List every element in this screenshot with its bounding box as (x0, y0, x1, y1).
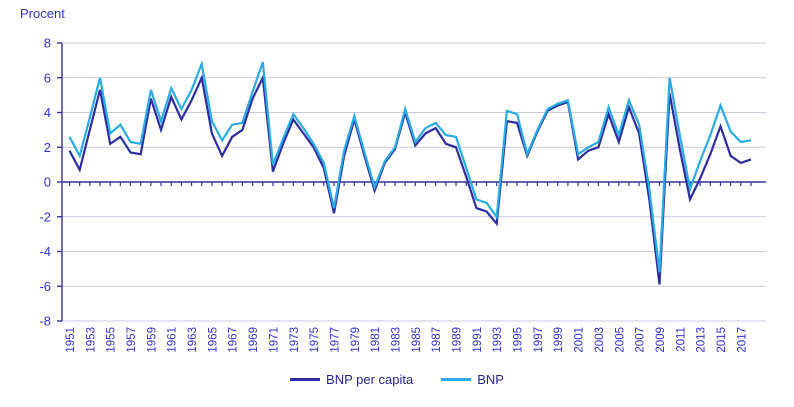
x-tick-label: 1977 (329, 327, 341, 353)
y-tick-label: 0 (44, 175, 51, 190)
x-tick-label: 2013 (696, 327, 708, 353)
y-tick-label: -2 (39, 209, 51, 224)
y-tick-label: -4 (39, 244, 51, 259)
x-tick-label: 2011 (675, 327, 687, 352)
y-tick-label: 4 (44, 105, 51, 120)
x-tick-label: 1951 (65, 327, 77, 353)
legend-swatch-bnp-per-capita (290, 378, 321, 381)
x-tick-label: 1991 (472, 327, 484, 353)
x-tick-label: 1969 (248, 327, 260, 353)
x-tick-label: 2005 (614, 327, 626, 353)
x-tick-label: 1995 (513, 327, 525, 353)
legend-item-bnp-per-capita: BNP per capita (290, 372, 413, 387)
y-tick-label: 8 (44, 36, 51, 51)
y-tick-label: 6 (44, 70, 51, 85)
x-tick-label: 1985 (411, 327, 423, 353)
x-tick-label: 1963 (187, 327, 199, 353)
x-tick-label: 1965 (207, 327, 219, 353)
y-axis-title: Procent (20, 6, 65, 21)
y-axis (57, 42, 63, 322)
x-tick-label: 1989 (452, 327, 464, 353)
y-tick-label: -8 (39, 314, 51, 329)
x-tick-label: 1981 (370, 327, 382, 353)
x-tick-label: 1971 (268, 327, 280, 353)
x-tick-label: 1993 (492, 327, 504, 353)
x-tick-labels: 1951 1953 1955 1957 1959 1961 1963 1965 1967 1969… (65, 327, 748, 353)
x-tick-label: 1961 (167, 327, 179, 353)
legend-swatch-bnp (441, 378, 472, 381)
series-line-bnp (68, 59, 752, 273)
x-tick-label: 2007 (635, 327, 647, 353)
x-tick-label: 1979 (350, 327, 362, 353)
y-tick-labels: 8 6 4 2 0 -2 -4 -6 -8 (39, 36, 51, 329)
y-tick-label: -6 (39, 279, 51, 294)
x-tick-label: 1973 (289, 327, 301, 353)
x-tick-label: 1959 (146, 327, 158, 353)
x-tick-label: 1999 (553, 327, 565, 353)
x-tick-label: 2003 (594, 327, 606, 353)
y-tick-label: 2 (44, 140, 51, 155)
x-tick-label: 1967 (228, 327, 240, 353)
x-tick-label: 2001 (574, 327, 586, 353)
legend: BNP per capita BNP (0, 372, 794, 387)
x-tick-label: 2017 (736, 327, 748, 353)
x-tick-label: 1983 (390, 327, 402, 353)
x-tick-label: 2009 (655, 327, 667, 353)
x-tick-label: 1953 (85, 327, 97, 353)
x-tick-label: 1997 (533, 327, 545, 353)
x-tick-label: 1975 (309, 327, 321, 353)
legend-label-bnp: BNP (477, 372, 504, 387)
x-tick-label: 2015 (716, 327, 728, 353)
x-axis (62, 181, 766, 186)
legend-label-bnp-per-capita: BNP per capita (326, 372, 414, 387)
x-tick-label: 1955 (106, 327, 118, 353)
x-tick-label: 1987 (431, 327, 443, 353)
legend-item-bnp: BNP (441, 372, 504, 387)
x-tick-label: 1957 (126, 327, 138, 353)
gridlines (62, 42, 766, 322)
